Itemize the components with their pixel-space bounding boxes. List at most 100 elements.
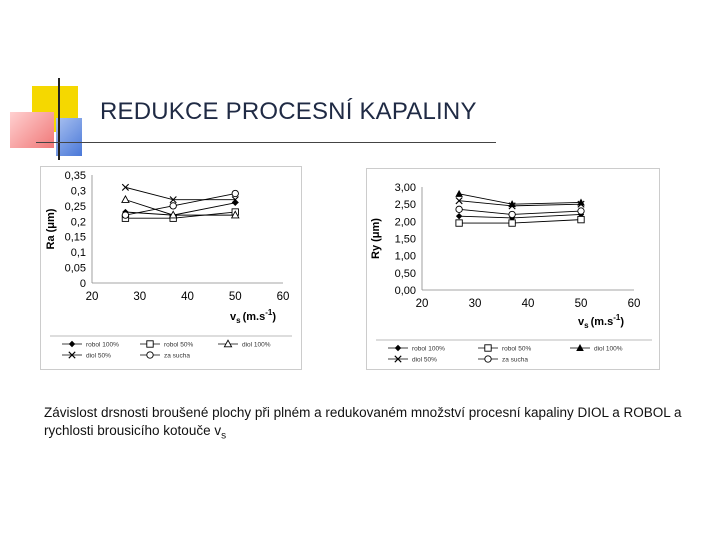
x-title-exponent: -1	[613, 313, 621, 322]
data-point-robol-100-	[232, 199, 239, 206]
x-title-exponent: -1	[265, 308, 273, 317]
legend-label: robol 50%	[502, 346, 531, 353]
y-axis-title: Ra (μm)	[45, 208, 57, 249]
legend-marker-shape	[68, 340, 76, 348]
x-tick-label: 30	[469, 298, 482, 310]
legend-marker-b	[394, 355, 402, 363]
x-tick-label: 50	[575, 298, 588, 310]
x-tick-label: 20	[86, 291, 99, 303]
data-point-diol-50--b	[169, 196, 177, 204]
ry-chart: 0,00 0,50 1,00 1,50 2,00 2,50 3,00 20 30 40 50 60 Ry…	[366, 168, 660, 370]
y-tick-label: 0,50	[395, 268, 416, 280]
data-point-diol-50-	[231, 196, 239, 204]
legend-marker	[394, 355, 402, 363]
legend-marker-shape	[146, 340, 154, 348]
data-point-za-sucha-shape	[231, 189, 239, 198]
data-point-diol-50-	[508, 202, 516, 210]
legend-label: za sucha	[164, 353, 190, 360]
data-point-diol-100-	[577, 198, 585, 206]
x-title-close: )	[620, 316, 624, 328]
data-point-diol-100--shape	[230, 210, 240, 219]
legend-label: za sucha	[502, 357, 528, 364]
legend-label: diol 50%	[412, 357, 437, 364]
x-tick-label: 40	[522, 298, 535, 310]
legend-marker	[394, 344, 402, 352]
data-point-za-sucha-shape	[577, 207, 585, 215]
legend-label: robol 50%	[164, 342, 193, 349]
figure-caption: Závislost drsnosti broušené plochy při p…	[44, 404, 684, 446]
data-point-za-sucha	[508, 210, 516, 219]
y-tick-label: 0,00	[395, 285, 416, 297]
y-tick-label: 0,05	[65, 263, 86, 275]
x-tick-label: 40	[181, 291, 194, 303]
legend-label: diol 50%	[86, 353, 111, 360]
legend-marker	[484, 355, 492, 363]
data-point-robol-100-	[455, 212, 463, 220]
data-point-diol-100--shape	[455, 189, 463, 197]
legend-marker-shape	[223, 339, 233, 348]
x-tick-label: 60	[628, 298, 641, 310]
x-title-unit: (m.s	[591, 316, 614, 328]
y-axis-title: Ry (μm)	[370, 218, 382, 259]
data-point-robol-50--shape	[455, 219, 463, 227]
x-title-main: v	[578, 316, 585, 328]
data-point-za-sucha-shape	[455, 205, 463, 213]
deco-vertical-line	[58, 78, 60, 160]
data-point-za-sucha	[455, 205, 463, 213]
data-point-za-sucha	[169, 202, 177, 210]
x-tick-label: 30	[133, 291, 146, 303]
data-point-diol-50--b	[577, 200, 585, 208]
data-point-diol-50-	[455, 197, 463, 205]
data-point-za-sucha-shape	[169, 202, 177, 210]
legend-marker	[484, 344, 492, 352]
legend-marker-shape	[394, 344, 402, 352]
legend-label: diol 100%	[594, 346, 623, 353]
data-point-diol-50--b	[508, 202, 516, 210]
data-point-robol-100--shape	[232, 199, 239, 206]
data-point-robol-50-	[508, 219, 516, 227]
y-tick-label: 1,50	[395, 234, 416, 246]
data-point-diol-50-	[169, 196, 177, 204]
data-point-diol-50--b	[121, 183, 130, 191]
data-point-diol-50-	[577, 200, 585, 208]
caption-subscript: s	[221, 430, 227, 442]
data-point-robol-50--shape	[508, 219, 516, 227]
x-title-unit: (m.s	[243, 311, 266, 323]
x-title-main: v	[230, 311, 237, 323]
data-point-diol-100-	[168, 210, 178, 219]
data-point-diol-100-	[455, 189, 463, 197]
x-title-close: )	[272, 311, 276, 323]
deco-horizontal-line	[36, 142, 496, 143]
data-point-robol-100--shape	[455, 212, 463, 220]
data-point-robol-50-	[577, 215, 585, 224]
legend-marker	[146, 351, 154, 359]
x-tick-label: 50	[229, 291, 242, 303]
legend-marker	[146, 340, 154, 348]
legend-marker	[576, 344, 584, 351]
data-point-diol-100--shape	[577, 198, 585, 206]
data-point-robol-50--shape	[577, 215, 585, 224]
data-point-diol-100--shape	[168, 210, 178, 219]
legend-label: diol 100%	[242, 342, 271, 349]
y-tick-label: 3,00	[395, 182, 416, 194]
legend-marker-shape	[484, 355, 492, 363]
y-tick-label: 2,50	[395, 199, 416, 211]
data-point-za-sucha-shape	[508, 210, 516, 219]
data-point-za-sucha	[121, 211, 130, 219]
x-title-sub: s	[236, 316, 241, 325]
legend-label: robol 100%	[86, 342, 119, 349]
data-point-diol-50--b	[455, 197, 463, 205]
legend-marker	[68, 340, 76, 348]
y-tick-label: 0,35	[65, 170, 86, 182]
legend-label: robol 100%	[412, 346, 445, 353]
data-point-za-sucha	[577, 207, 585, 215]
slide-title: REDUKCE PROCESNÍ KAPALINY	[100, 98, 477, 125]
x-title-sub: s	[584, 321, 589, 330]
legend-marker-shape	[146, 351, 154, 359]
data-point-diol-100-	[121, 194, 130, 203]
legend-marker-shape	[484, 344, 492, 352]
data-point-za-sucha-shape	[121, 211, 130, 219]
ra-chart: 0 0,05 0,1 0,15 0,2 0,25 0,3 0,35 20 30 40 50 60 Ra (…	[40, 166, 302, 370]
x-axis-title: vs (m.s-1)	[578, 313, 624, 330]
data-point-robol-50-	[455, 219, 463, 227]
